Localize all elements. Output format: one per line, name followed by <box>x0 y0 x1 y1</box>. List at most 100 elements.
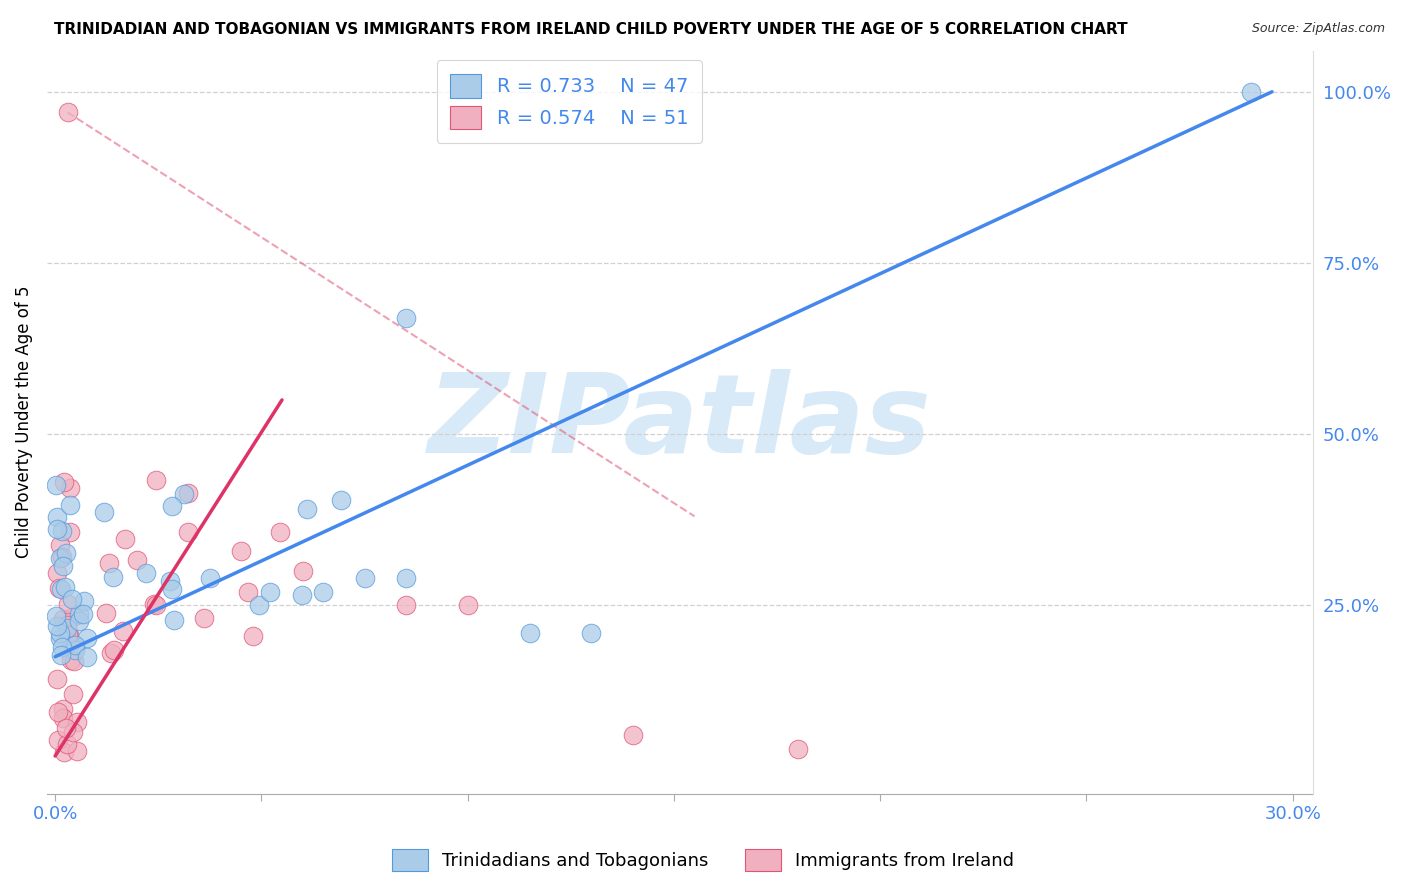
Legend: R = 0.733    N = 47, R = 0.574    N = 51: R = 0.733 N = 47, R = 0.574 N = 51 <box>436 61 702 143</box>
Point <box>330 492 353 507</box>
Point <box>247 598 270 612</box>
Point <box>100 646 122 660</box>
Point <box>94 606 117 620</box>
Point <box>48 581 70 595</box>
Point <box>135 566 157 580</box>
Point <box>193 610 215 624</box>
Point <box>291 564 314 578</box>
Point <box>53 581 76 595</box>
Point <box>457 599 479 613</box>
Point <box>176 486 198 500</box>
Point <box>98 556 121 570</box>
Point <box>45 673 67 687</box>
Point <box>353 571 375 585</box>
Point <box>49 631 72 645</box>
Point <box>46 706 69 720</box>
Point <box>395 310 418 325</box>
Text: ZIPatlas: ZIPatlas <box>429 368 932 475</box>
Point <box>45 608 67 623</box>
Point <box>72 607 94 622</box>
Point <box>62 592 84 607</box>
Y-axis label: Child Poverty Under the Age of 5: Child Poverty Under the Age of 5 <box>15 286 32 558</box>
Point <box>291 588 314 602</box>
Point <box>56 738 79 752</box>
Point <box>76 649 98 664</box>
Point <box>66 714 89 729</box>
Point <box>581 625 603 640</box>
Point <box>786 742 808 756</box>
Point <box>63 638 86 652</box>
Point <box>159 574 181 589</box>
Point <box>143 597 166 611</box>
Point <box>59 524 82 539</box>
Point <box>127 553 149 567</box>
Point <box>59 635 82 649</box>
Point <box>93 505 115 519</box>
Point <box>62 724 84 739</box>
Point <box>52 558 75 573</box>
Point <box>63 609 86 624</box>
Point <box>395 599 418 613</box>
Point <box>56 628 79 642</box>
Point <box>101 570 124 584</box>
Point <box>56 621 79 635</box>
Point <box>269 524 291 539</box>
Point <box>49 538 72 552</box>
Point <box>114 532 136 546</box>
Point <box>46 566 69 581</box>
Point <box>56 105 79 120</box>
Point <box>46 732 69 747</box>
Point <box>52 711 75 725</box>
Point <box>160 499 183 513</box>
Point <box>145 473 167 487</box>
Point <box>51 549 73 564</box>
Point <box>45 478 67 492</box>
Point <box>58 598 80 612</box>
Point <box>103 643 125 657</box>
Point <box>59 653 82 667</box>
Point <box>231 543 253 558</box>
Point <box>51 582 73 596</box>
Point <box>52 701 75 715</box>
Point <box>145 598 167 612</box>
Point <box>67 607 90 621</box>
Point <box>295 501 318 516</box>
Point <box>56 617 79 632</box>
Point <box>259 584 281 599</box>
Point <box>49 551 72 566</box>
Point <box>162 582 184 596</box>
Point <box>63 642 86 657</box>
Point <box>53 475 76 489</box>
Point <box>55 721 77 735</box>
Legend: Trinidadians and Tobagonians, Immigrants from Ireland: Trinidadians and Tobagonians, Immigrants… <box>384 842 1022 879</box>
Point <box>45 509 67 524</box>
Point <box>46 522 69 536</box>
Point <box>73 594 96 608</box>
Point <box>53 745 76 759</box>
Point <box>242 629 264 643</box>
Point <box>163 613 186 627</box>
Point <box>65 744 87 758</box>
Point <box>49 648 72 663</box>
Point <box>51 640 73 655</box>
Point <box>59 481 82 495</box>
Point <box>52 612 75 626</box>
Point <box>62 687 84 701</box>
Point <box>621 729 644 743</box>
Point <box>63 654 86 668</box>
Point <box>177 524 200 539</box>
Point <box>76 631 98 645</box>
Point <box>312 584 335 599</box>
Point <box>51 524 73 539</box>
Point <box>46 619 69 633</box>
Point <box>173 486 195 500</box>
Point <box>519 625 541 640</box>
Point <box>395 571 418 585</box>
Text: Source: ZipAtlas.com: Source: ZipAtlas.com <box>1251 22 1385 36</box>
Point <box>55 546 77 560</box>
Point <box>111 624 134 639</box>
Point <box>67 615 90 629</box>
Point <box>238 584 260 599</box>
Point <box>200 571 222 585</box>
Point <box>58 627 80 641</box>
